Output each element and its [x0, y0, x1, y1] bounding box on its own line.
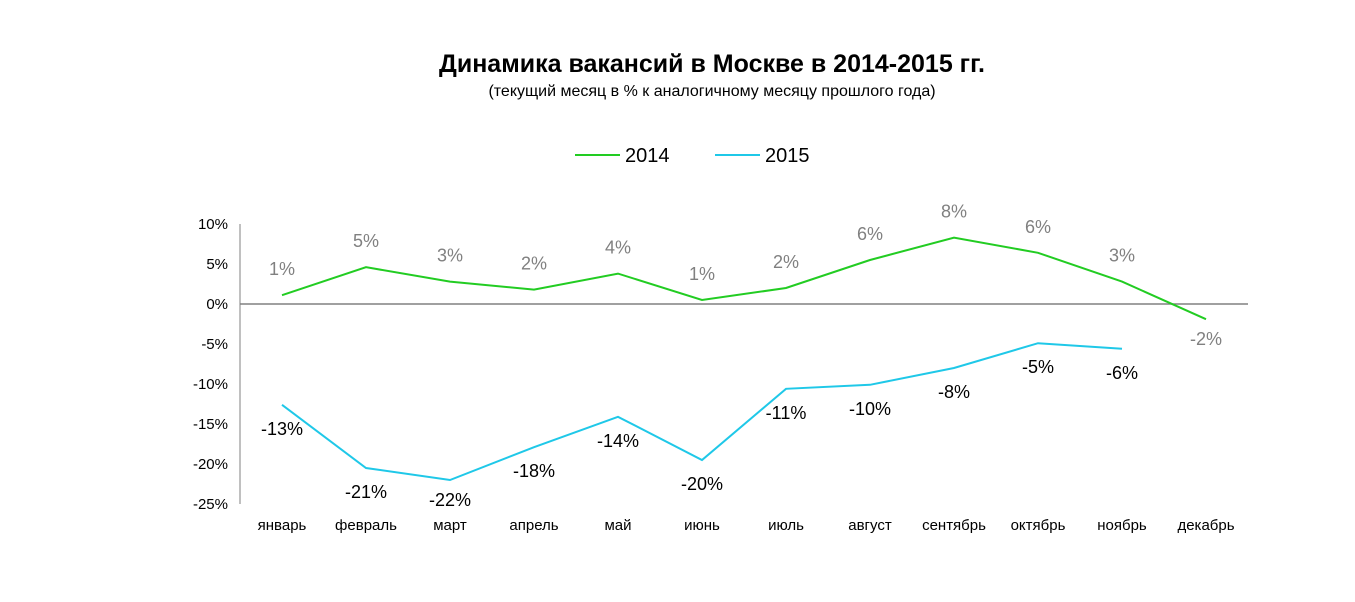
data-label-2015: -21%: [345, 482, 387, 502]
data-label-2014: 6%: [1025, 217, 1051, 237]
data-label-2014: 5%: [353, 231, 379, 251]
legend-label-2014: 2014: [625, 145, 670, 167]
x-tick-label: ноябрь: [1097, 517, 1147, 534]
x-tick-label: май: [604, 517, 631, 534]
y-tick-label: -10%: [193, 376, 228, 393]
y-tick-label: 0%: [206, 296, 228, 313]
data-label-2014: 1%: [269, 259, 295, 279]
x-tick-label: апрель: [509, 517, 558, 534]
data-label-2014: 3%: [437, 246, 463, 266]
data-label-2014: -2%: [1190, 329, 1222, 349]
data-label-2014: 8%: [941, 202, 967, 222]
y-tick-label: 5%: [206, 256, 228, 273]
axes: 10% 5% 0% -5% -10% -15% -20% -25% январь февраль м…: [193, 216, 1248, 534]
chart-subtitle: (текущий месяц в % к аналогичному месяцу…: [488, 83, 935, 100]
data-label-2015: -18%: [513, 461, 555, 481]
y-tick-label: -5%: [201, 336, 228, 353]
data-label-2015: -20%: [681, 474, 723, 494]
data-label-2014: 1%: [689, 264, 715, 284]
x-tick-label: август: [848, 517, 892, 534]
series-line-2014: [281, 236, 1207, 321]
data-label-2014: 2%: [521, 254, 547, 274]
data-label-2015: -14%: [597, 431, 639, 451]
data-label-2015: -11%: [766, 403, 807, 423]
y-tick-label: -15%: [193, 416, 228, 433]
data-label-2015: -10%: [849, 399, 891, 419]
data-label-2015: -8%: [938, 382, 970, 402]
legend: 2014 2015: [575, 145, 810, 167]
chart-title: Динамика вакансий в Москве в 2014-2015 г…: [439, 50, 985, 78]
x-tick-label: июль: [768, 517, 804, 534]
series-group: 1% 5% 3% 2% 4% 1% 2% 6% 8% 6% 3% -2% -13% -21% -22% -18…: [261, 202, 1222, 510]
x-tick-label: июнь: [684, 517, 720, 534]
x-tick-label: декабрь: [1177, 517, 1234, 534]
data-label-2014: 2%: [773, 252, 799, 272]
x-tick-label: февраль: [335, 517, 397, 534]
y-tick-label: -20%: [193, 456, 228, 473]
data-label-2015: -6%: [1106, 363, 1138, 383]
x-tick-label: сентябрь: [922, 517, 986, 534]
series-line-2015: [281, 342, 1123, 482]
data-label-2014: 3%: [1109, 246, 1135, 266]
legend-label-2015: 2015: [765, 145, 810, 167]
data-label-2015: -13%: [261, 419, 303, 439]
data-label-2015: -22%: [429, 490, 471, 510]
x-tick-label: январь: [258, 517, 307, 534]
x-tick-label: октябрь: [1011, 517, 1066, 534]
y-tick-label: -25%: [193, 496, 228, 513]
y-tick-label: 10%: [198, 216, 228, 233]
x-tick-label: март: [433, 517, 467, 534]
data-label-2015: -5%: [1022, 357, 1054, 377]
data-label-2014: 6%: [857, 224, 883, 244]
data-label-2014: 4%: [605, 238, 631, 258]
